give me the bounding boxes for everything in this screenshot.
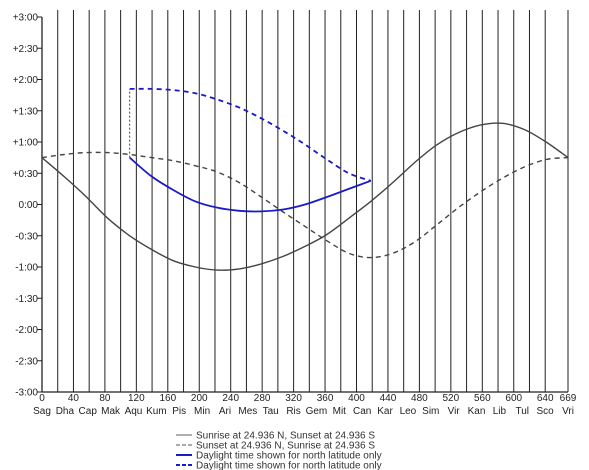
category-label: Aqu bbox=[125, 406, 143, 417]
category-label: Vri bbox=[562, 406, 574, 417]
legend-label: Sunrise at 24.936 N, Sunset at 24.936 S bbox=[196, 431, 375, 442]
y-tick-label: +1:00 bbox=[13, 138, 39, 149]
x-tick-label: 80 bbox=[99, 393, 111, 404]
x-tick-label: 320 bbox=[285, 393, 302, 404]
x-tick-label: 160 bbox=[159, 393, 176, 404]
category-label: Mes bbox=[238, 406, 257, 417]
x-tick-label: 200 bbox=[191, 393, 208, 404]
category-label: Can bbox=[353, 406, 371, 417]
y-tick-labels: +3:00 +2:30 +2:00 +1:30 +1:00 +0:30 0:00 -0:30 -… bbox=[13, 13, 39, 399]
series-line-4 bbox=[129, 87, 372, 182]
category-label: Cap bbox=[79, 406, 98, 417]
category-label: Sag bbox=[33, 406, 51, 417]
category-label: Kum bbox=[146, 406, 167, 417]
legend-label: Daylight time shown for north latitude o… bbox=[196, 461, 382, 470]
category-labels: Sag Dha Cap Mak Aqu Kum Pis Min Ari Mes Tau Ris Gem M… bbox=[33, 406, 574, 417]
x-tick-label: 400 bbox=[348, 393, 365, 404]
y-tick-label: 0:00 bbox=[19, 200, 39, 211]
category-label: Tau bbox=[263, 406, 279, 417]
x-tick-label: 120 bbox=[128, 393, 145, 404]
category-label: Gem bbox=[306, 406, 328, 417]
category-label: Leo bbox=[400, 406, 417, 417]
category-label: Ris bbox=[286, 406, 300, 417]
x-tick-label: 560 bbox=[474, 393, 491, 404]
series-line-1 bbox=[41, 122, 569, 271]
x-tick-label: 480 bbox=[411, 393, 428, 404]
x-tick-label: 0 bbox=[39, 393, 45, 404]
category-label: Ari bbox=[219, 406, 231, 417]
y-tick-label: -2:00 bbox=[15, 325, 38, 336]
x-tick-label: 600 bbox=[505, 393, 522, 404]
y-tick-label: +1:30 bbox=[13, 106, 39, 117]
category-label: Sco bbox=[537, 406, 555, 417]
y-tick-label: +2:00 bbox=[13, 75, 39, 86]
category-label: Kar bbox=[377, 406, 393, 417]
grid-lines bbox=[37, 10, 569, 393]
legend: Sunrise at 24.936 N, Sunset at 24.936 SS… bbox=[176, 431, 382, 470]
category-label: Mit bbox=[333, 406, 347, 417]
x-tick-label: 669 bbox=[560, 393, 577, 404]
x-tick-label: 520 bbox=[443, 393, 460, 404]
x-tick-label: 280 bbox=[254, 393, 271, 404]
x-tick-label: 360 bbox=[317, 393, 334, 404]
category-label: Lib bbox=[493, 406, 507, 417]
x-tick-label: 240 bbox=[222, 393, 239, 404]
x-tick-label: 640 bbox=[537, 393, 554, 404]
category-label: Dha bbox=[56, 406, 75, 417]
series-line-2 bbox=[41, 151, 569, 259]
y-tick-label: -2:30 bbox=[15, 356, 38, 367]
category-label: Pis bbox=[172, 406, 186, 417]
category-label: Vir bbox=[448, 406, 461, 417]
y-tick-label: -0:30 bbox=[15, 231, 38, 242]
category-label: Kan bbox=[468, 406, 486, 417]
y-tick-label: -1:00 bbox=[15, 263, 38, 274]
series-group bbox=[41, 87, 569, 271]
y-tick-label: +2:30 bbox=[13, 44, 39, 55]
x-tick-label: 40 bbox=[68, 393, 80, 404]
y-tick-label: -1:30 bbox=[15, 294, 38, 305]
category-label: Mak bbox=[101, 406, 121, 417]
category-label: Sim bbox=[422, 406, 439, 417]
y-tick-label: +3:00 bbox=[13, 13, 39, 24]
legend-label: Sunset at 24.936 N, Sunrise at 24.936 S bbox=[196, 441, 375, 452]
category-label: Tul bbox=[515, 406, 529, 417]
category-label: Min bbox=[194, 406, 210, 417]
y-tick-label: +0:30 bbox=[13, 169, 39, 180]
x-tick-labels: 0 40 80 120 160 200 240 280 320 360 400 440 480 520 56… bbox=[39, 393, 577, 404]
series-line-3 bbox=[129, 156, 372, 213]
y-tick-label: -3:00 bbox=[15, 388, 38, 399]
legend-label: Daylight time shown for north latitude o… bbox=[196, 451, 382, 462]
x-tick-label: 440 bbox=[380, 393, 397, 404]
